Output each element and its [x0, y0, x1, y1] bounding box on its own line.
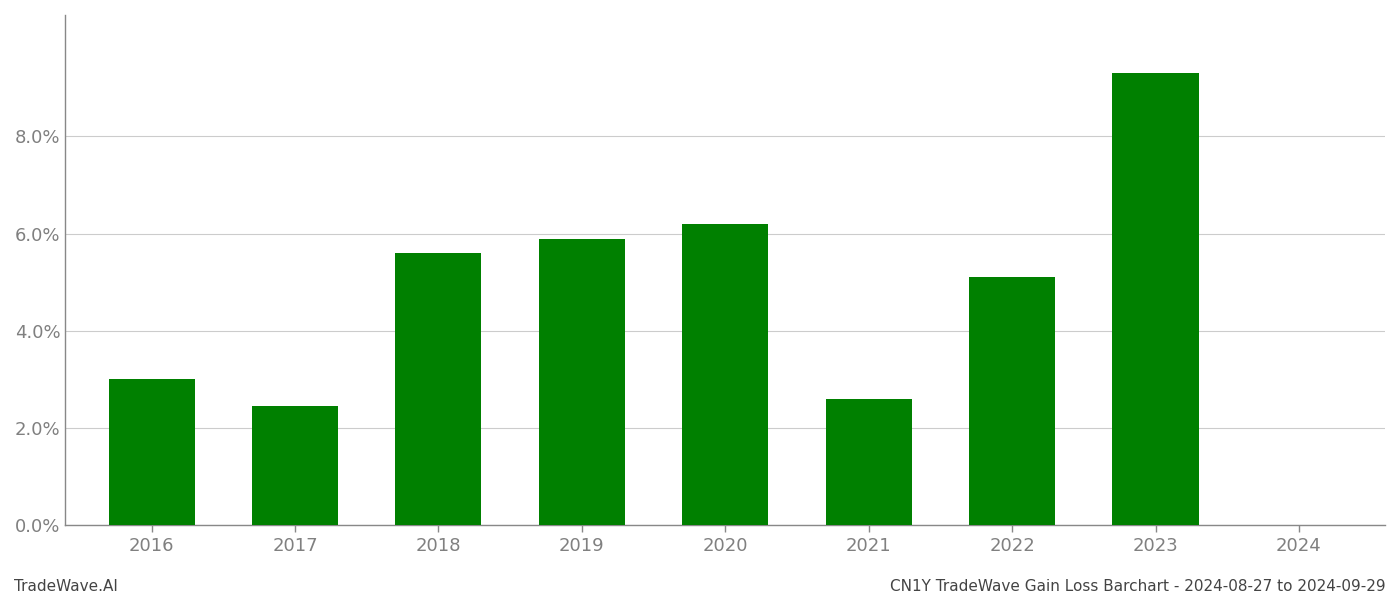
Bar [539, 239, 624, 525]
Bar [682, 224, 769, 525]
Bar [252, 406, 337, 525]
Bar [395, 253, 482, 525]
Text: TradeWave.AI: TradeWave.AI [14, 579, 118, 594]
Bar [109, 379, 195, 525]
Bar [1113, 73, 1198, 525]
Bar [826, 399, 911, 525]
Bar [969, 277, 1056, 525]
Text: CN1Y TradeWave Gain Loss Barchart - 2024-08-27 to 2024-09-29: CN1Y TradeWave Gain Loss Barchart - 2024… [890, 579, 1386, 594]
